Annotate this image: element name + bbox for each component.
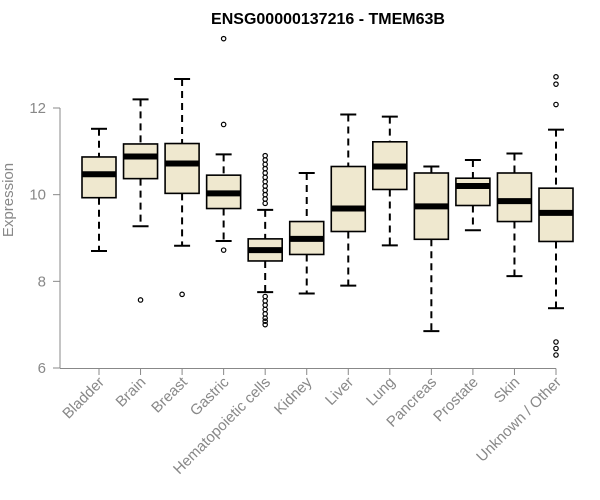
x-tick-label: Kidney [271, 373, 316, 418]
box-hematopoietic-cells [247, 152, 283, 328]
y-tick-label: 12 [29, 100, 46, 117]
iqr-box [81, 156, 117, 199]
box-lung [372, 115, 408, 247]
boxes [81, 35, 574, 358]
iqr-box [122, 143, 159, 180]
outlier-point [220, 247, 227, 253]
outlier-point [137, 297, 144, 303]
y-axis-label: Expression [0, 163, 17, 237]
outlier-point [553, 339, 559, 345]
outlier-point [553, 101, 559, 108]
outlier-point [262, 200, 268, 207]
box-bladder [81, 127, 117, 252]
outlier-point [262, 318, 268, 325]
outlier-point [553, 345, 559, 352]
box-liver [330, 113, 367, 287]
y-tick-label: 10 [29, 187, 46, 204]
box-skin [496, 152, 533, 278]
outlier-point [220, 35, 227, 42]
y-tick-label: 8 [38, 273, 46, 290]
box-kidney [288, 172, 325, 295]
x-tick-label: Lung [363, 374, 399, 410]
outlier-point [553, 81, 559, 87]
iqr-box [455, 177, 491, 207]
y-tick-label: 6 [38, 360, 46, 377]
iqr-box [496, 172, 533, 223]
iqr-box [330, 165, 367, 233]
outlier-point [553, 352, 559, 358]
x-tick-label: Skin [491, 374, 524, 407]
outlier-point [220, 121, 227, 128]
box-gastric [205, 35, 242, 253]
box-pancreas [413, 165, 450, 333]
box-breast [164, 77, 200, 298]
iqr-box [164, 142, 200, 195]
x-tick-label: Brain [113, 374, 150, 411]
box-prostate [455, 159, 491, 232]
outlier-point [262, 315, 268, 321]
x-tick-label: Liver [322, 374, 357, 409]
outlier-point [553, 74, 559, 80]
y-axis: 6 8 10 12 [29, 100, 557, 377]
box-unknown-other [538, 74, 574, 358]
outlier-point [179, 291, 185, 298]
x-tick-label: Bladder [59, 374, 108, 423]
box-brain [122, 98, 159, 303]
x-tick-label: Breast [148, 373, 191, 416]
outlier-point [262, 321, 268, 328]
chart-title: ENSG00000137216 - TMEM63B [211, 11, 445, 28]
x-tick-label: Prostate [430, 374, 482, 426]
